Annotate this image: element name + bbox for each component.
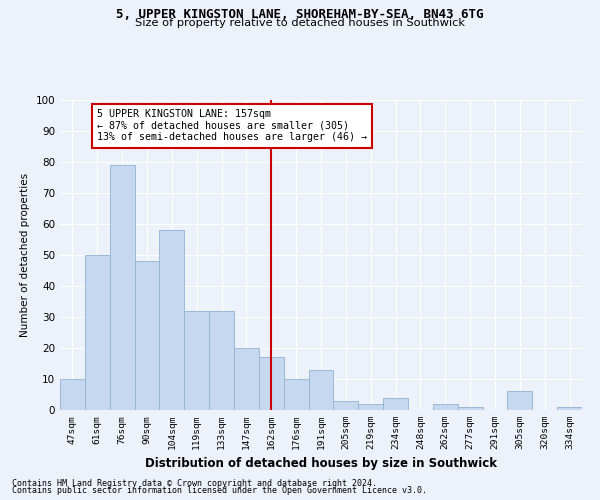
Text: 5 UPPER KINGSTON LANE: 157sqm
← 87% of detached houses are smaller (305)
13% of : 5 UPPER KINGSTON LANE: 157sqm ← 87% of d… [97,110,367,142]
Bar [60,379,85,410]
Bar [433,404,458,410]
Y-axis label: Number of detached properties: Number of detached properties [20,173,30,337]
Bar [134,261,160,410]
Bar [110,165,134,410]
Bar [209,311,234,410]
Bar [358,404,383,410]
Bar [85,255,110,410]
Text: 5, UPPER KINGSTON LANE, SHOREHAM-BY-SEA, BN43 6TG: 5, UPPER KINGSTON LANE, SHOREHAM-BY-SEA,… [116,8,484,20]
Bar [160,230,184,410]
Bar [259,358,284,410]
Bar [234,348,259,410]
Bar [383,398,408,410]
Text: Contains HM Land Registry data © Crown copyright and database right 2024.: Contains HM Land Registry data © Crown c… [12,478,377,488]
Bar [458,407,482,410]
Bar [557,407,582,410]
Bar [284,379,308,410]
Bar [308,370,334,410]
Bar [184,311,209,410]
Text: Size of property relative to detached houses in Southwick: Size of property relative to detached ho… [135,18,465,28]
Bar [334,400,358,410]
Text: Distribution of detached houses by size in Southwick: Distribution of detached houses by size … [145,458,497,470]
Text: Contains public sector information licensed under the Open Government Licence v3: Contains public sector information licen… [12,486,427,495]
Bar [508,392,532,410]
